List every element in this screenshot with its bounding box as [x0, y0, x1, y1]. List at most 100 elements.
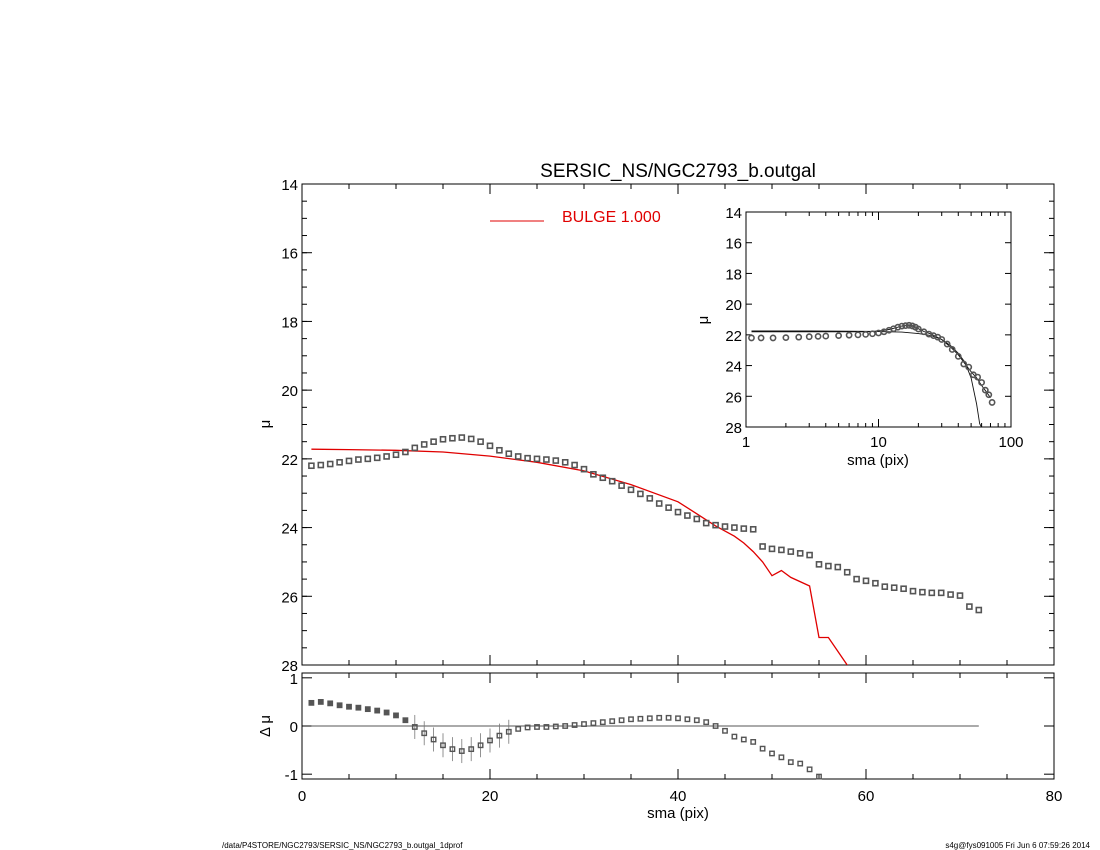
residual-y-tick-label: -1 [285, 767, 298, 784]
residual-point [571, 722, 578, 728]
data-points-series [308, 434, 983, 614]
data-point [364, 455, 372, 463]
residual-x-tick-label: 20 [482, 788, 499, 805]
inset-data-point [835, 332, 843, 340]
main-y-tick-label: 18 [281, 314, 298, 331]
residual-point [383, 709, 390, 716]
residual-point [797, 760, 804, 767]
residual-panel: Δ μ sma (pix) 10-10 20 40 60 80 [257, 671, 1062, 822]
inset-y-tick-label: 24 [725, 359, 742, 376]
data-point [712, 521, 719, 529]
inset-data-point [795, 333, 803, 341]
data-point [928, 589, 936, 597]
inset-data-series [748, 321, 996, 406]
inset-y-tick-label: 16 [725, 236, 742, 253]
residual-point [327, 700, 334, 707]
residual-point [393, 712, 399, 719]
data-point [731, 524, 738, 531]
main-y-axis-label: μ [257, 420, 274, 429]
inset-data-point [854, 331, 862, 339]
residual-x-tick-label: 40 [670, 788, 687, 805]
inset-y-tick-label: 18 [725, 266, 742, 283]
data-point [862, 577, 870, 585]
residual-point [552, 723, 559, 730]
inset-data-point [845, 331, 853, 339]
data-point [834, 563, 842, 571]
inset-y-tick-label: 20 [725, 297, 742, 314]
data-point [721, 523, 729, 530]
chart-title: SERSIC_NS/NGC2793_b.outgal [540, 161, 816, 182]
data-point [806, 551, 813, 559]
residual-y-tick-label: 0 [290, 719, 298, 736]
residual-point [769, 750, 775, 757]
residual-point [524, 724, 531, 731]
inset-data-point [748, 334, 755, 342]
residual-point [703, 719, 710, 726]
data-point [514, 453, 522, 460]
residual-point [816, 773, 822, 780]
data-point [684, 512, 691, 519]
residual-point [411, 724, 418, 730]
residual-point [646, 715, 653, 722]
data-point [627, 486, 635, 494]
legend-label-bulge: BULGE 1.000 [562, 209, 661, 226]
residual-point [534, 724, 540, 730]
main-panel: SERSIC_NS/NGC2793_b.outgal μ 14 16 18 20 22 2… [257, 161, 1055, 675]
legend: BULGE 1.000 [490, 209, 661, 226]
data-point [956, 592, 964, 599]
data-point [665, 504, 672, 511]
data-point [618, 482, 625, 489]
inset-data-point [814, 332, 822, 340]
inset-data-point [757, 334, 765, 342]
residual-point [487, 737, 493, 744]
residual-point [449, 746, 456, 753]
data-point [674, 508, 682, 516]
inset-axis-ticks: 14 16 18 20 22 24 26 281 10 100 [725, 205, 1023, 451]
residual-point [684, 716, 691, 723]
inset-data-point [965, 363, 973, 371]
inset-data-point [805, 333, 813, 341]
residual-y-tick-label: 1 [290, 671, 298, 688]
residual-points-series [308, 699, 822, 780]
inset-data-point [894, 323, 902, 331]
data-point [326, 460, 334, 468]
data-point [655, 500, 663, 507]
inset-panel: μ sma (pix) 14 16 18 20 22 24 26 281 10 100 [695, 205, 1024, 469]
inset-data-point [905, 321, 913, 329]
data-point [524, 454, 531, 462]
data-point [646, 495, 654, 502]
residual-point [675, 715, 681, 722]
inset-data-point [898, 322, 906, 330]
residual-point [599, 719, 606, 726]
data-point [975, 606, 983, 614]
residual-point [308, 699, 315, 706]
data-point [872, 579, 879, 587]
residual-point [722, 727, 728, 734]
data-point [355, 456, 362, 463]
data-point [881, 583, 889, 590]
data-point [373, 454, 381, 462]
data-point [345, 457, 353, 465]
residual-point [778, 754, 785, 761]
main-y-tick-label: 24 [281, 521, 298, 538]
data-point [533, 455, 541, 463]
inset-data-point [902, 322, 909, 330]
data-point [505, 450, 513, 458]
data-point [815, 561, 823, 568]
residual-x-tick-label: 60 [858, 788, 875, 805]
main-y-tick-label: 20 [281, 383, 298, 400]
data-point [561, 458, 569, 466]
residual-point [562, 723, 569, 729]
residual-point [421, 730, 428, 737]
footer-timestamp: s4g@fys091005 Fri Jun 6 07:59:26 2014 [945, 841, 1090, 850]
data-point [937, 589, 945, 597]
data-point [825, 562, 832, 570]
data-point [843, 568, 851, 576]
inset-data-point [782, 334, 790, 342]
data-point [590, 471, 597, 478]
inset-data-point [988, 399, 996, 406]
bulge-model-series [311, 448, 849, 665]
data-point [853, 575, 860, 583]
residual-y-axis-label: Δ μ [257, 715, 274, 737]
